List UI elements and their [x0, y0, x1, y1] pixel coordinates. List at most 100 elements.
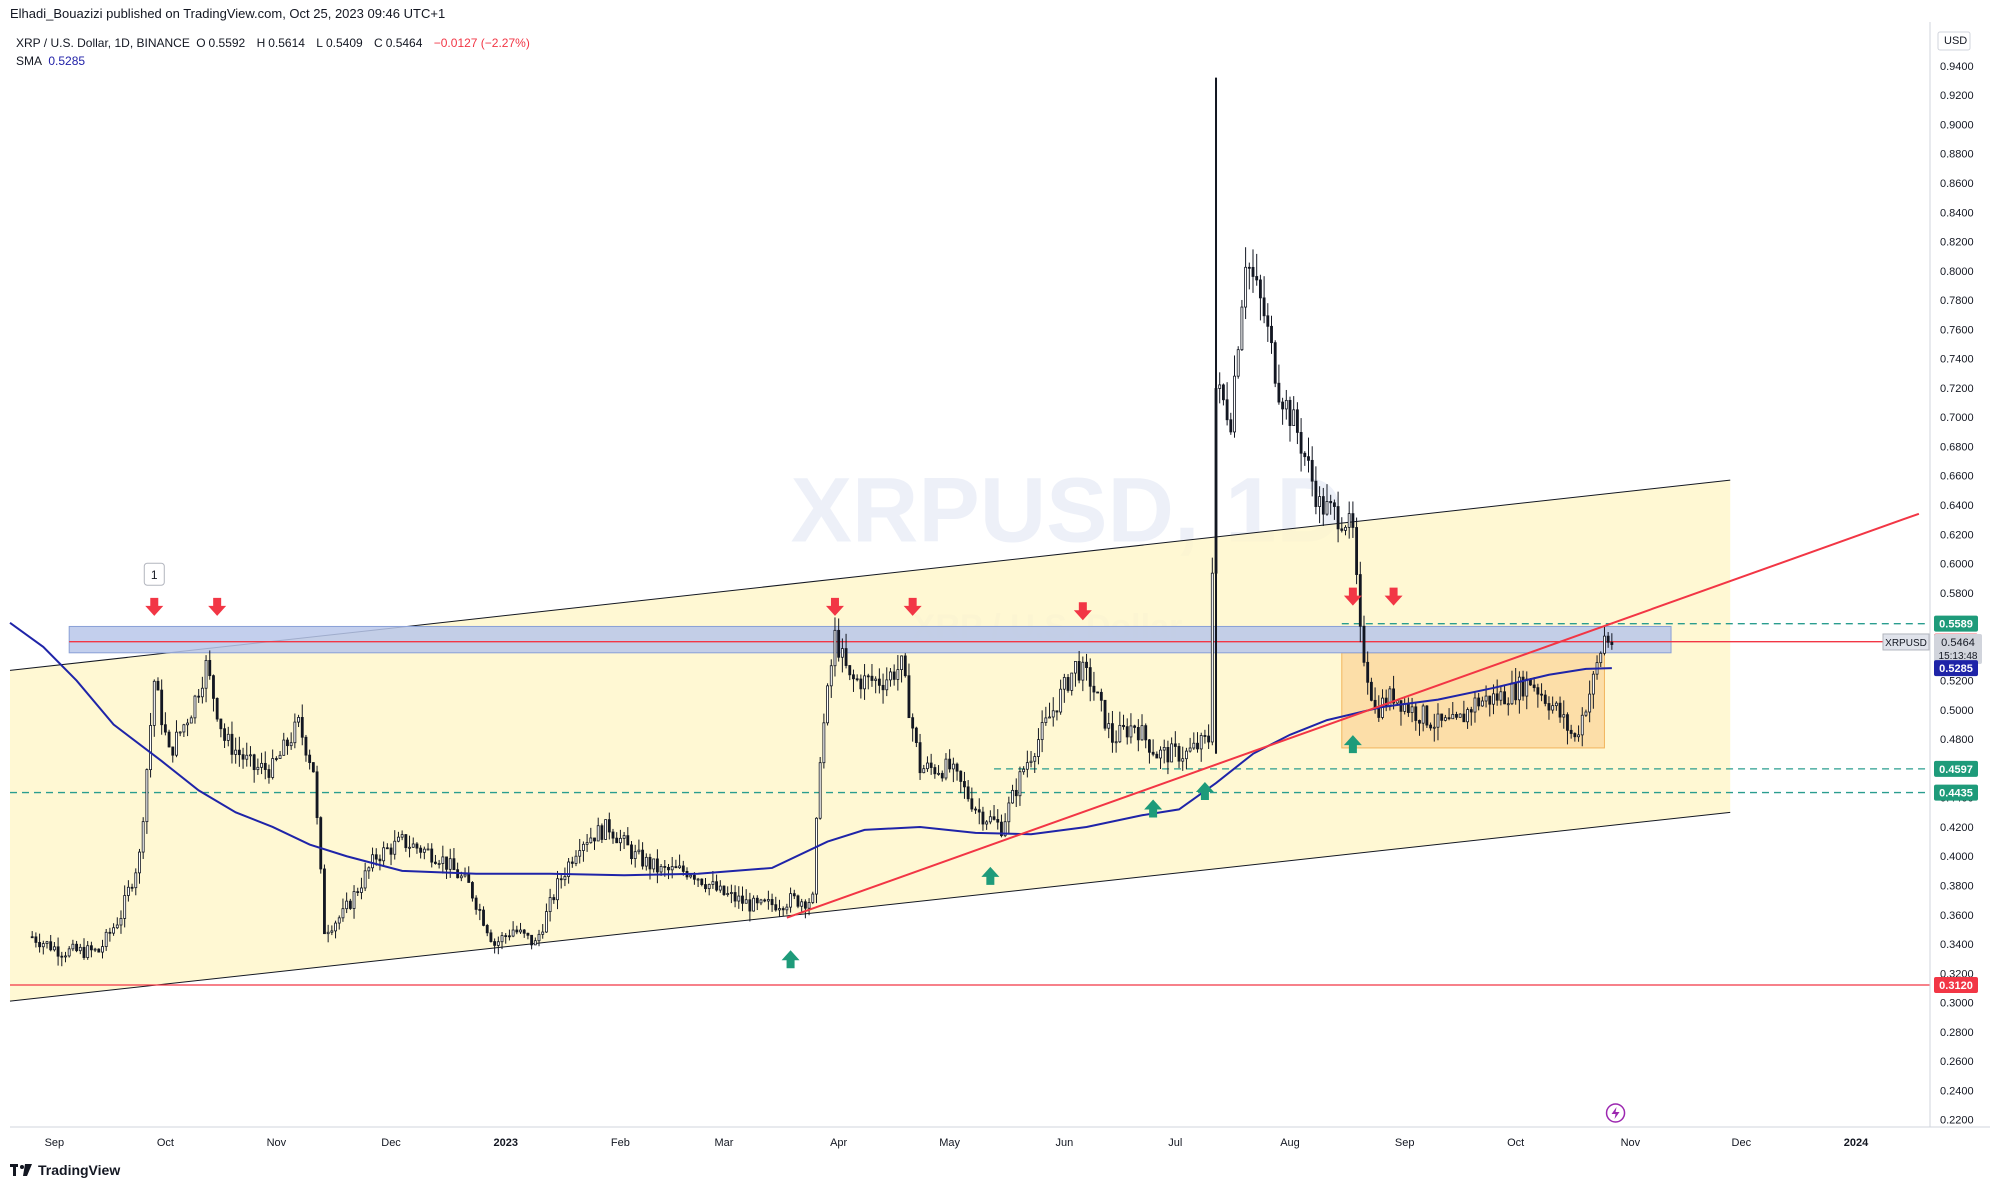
y-tick-label: 0.3600: [1940, 910, 1974, 922]
candle: [160, 679, 164, 735]
candle: [1610, 633, 1614, 650]
candle-body: [422, 848, 426, 853]
ticker-tag-bg: [1882, 633, 1930, 651]
candle: [348, 898, 352, 910]
candle-body: [715, 881, 719, 891]
candle: [1580, 707, 1584, 747]
candle-body: [1414, 706, 1418, 721]
candle-body: [482, 909, 485, 926]
candle-body: [230, 733, 234, 755]
candle: [1255, 253, 1259, 286]
candle-body: [589, 837, 593, 844]
candle: [1203, 729, 1207, 744]
candle-body: [652, 858, 656, 870]
candle-body: [167, 731, 171, 748]
candle: [175, 720, 178, 758]
candle: [1270, 315, 1273, 354]
candle-body: [56, 946, 60, 957]
candle-body: [189, 717, 193, 724]
candle: [215, 697, 219, 722]
candle-body: [441, 856, 445, 864]
candle-body: [1588, 693, 1592, 713]
candle-body: [397, 836, 400, 842]
candle: [1251, 249, 1255, 293]
candle: [985, 820, 989, 830]
candle-body: [596, 825, 600, 842]
candle-body: [1303, 452, 1307, 458]
candle-body: [1299, 432, 1303, 454]
candle: [208, 650, 212, 680]
candle-body: [1606, 635, 1610, 643]
candle-body: [352, 891, 356, 909]
candle: [1099, 688, 1103, 712]
candle-body: [918, 742, 922, 774]
candle: [1233, 355, 1236, 438]
current-price-label: 0.5464: [1941, 637, 1975, 649]
candle-body: [112, 927, 116, 934]
legend-high: 0.5614: [268, 36, 305, 50]
legend-low: 0.5409: [325, 36, 363, 50]
candle-body: [537, 933, 541, 942]
candle-body: [870, 675, 874, 681]
candle-body: [1429, 724, 1432, 729]
candle-body: [411, 843, 415, 848]
level-label-2: 0.4597: [1939, 764, 1973, 776]
candle-body: [286, 739, 289, 747]
candle: [1011, 784, 1014, 804]
candle: [1284, 389, 1288, 420]
candle: [182, 723, 186, 738]
candle-body: [1480, 700, 1484, 707]
candle-body: [1029, 760, 1033, 764]
candle-body: [1233, 375, 1236, 433]
candle: [334, 920, 337, 939]
y-tick-label: 0.2200: [1940, 1115, 1974, 1127]
candle: [855, 674, 859, 682]
legend-sma-value: 0.5285: [48, 54, 86, 68]
candle: [581, 841, 585, 862]
candle: [1558, 696, 1562, 723]
candle: [1070, 672, 1074, 696]
candle: [1488, 695, 1492, 717]
candle: [1358, 561, 1362, 643]
channel-lower-line: [9, 811, 1731, 1002]
candle: [352, 885, 356, 919]
candle-body: [974, 808, 977, 811]
candle-body: [704, 884, 707, 890]
candle: [1362, 615, 1366, 667]
candle: [330, 925, 334, 936]
candle-body: [226, 733, 230, 741]
candle-body: [944, 758, 948, 779]
candle: [223, 723, 226, 748]
candle-body: [478, 909, 482, 911]
candle: [789, 887, 792, 913]
candle-body: [1085, 661, 1088, 668]
y-tick-label: 0.8600: [1940, 178, 1974, 190]
candle: [515, 925, 519, 935]
candle-body: [141, 821, 145, 853]
candle-body: [785, 906, 789, 911]
candle-body: [1318, 496, 1322, 507]
footer-brand[interactable]: TradingView: [10, 1162, 120, 1178]
candle: [1125, 718, 1129, 745]
candle: [1462, 700, 1466, 723]
candle: [1410, 697, 1414, 723]
candle: [508, 929, 511, 941]
candle: [811, 891, 815, 905]
candle-body: [1455, 714, 1458, 718]
candle-body: [1092, 685, 1096, 693]
candle: [1455, 711, 1458, 720]
candle: [826, 683, 829, 726]
candle-body: [278, 754, 282, 759]
candle-body: [1107, 723, 1111, 729]
candle: [1170, 737, 1174, 763]
arrow-up-icon: [1195, 781, 1214, 800]
candle: [1344, 525, 1347, 536]
candle: [959, 770, 963, 794]
candle-body: [818, 762, 822, 819]
candle-body: [659, 866, 663, 873]
candle-body: [171, 746, 175, 756]
candle-body: [533, 940, 537, 946]
legend-sma-row[interactable]: SMA 0.5285: [16, 52, 538, 70]
candle-body: [138, 851, 141, 874]
